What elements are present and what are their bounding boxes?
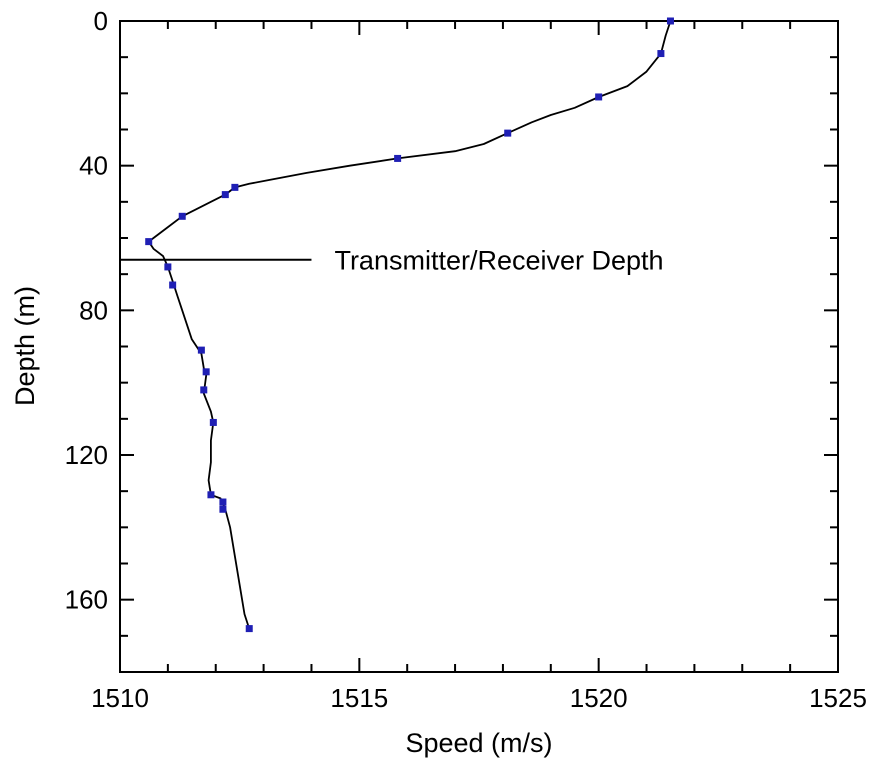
plot-frame bbox=[119, 20, 839, 673]
data-point-marker bbox=[394, 154, 402, 162]
x-tick-label: 1510 bbox=[91, 683, 149, 713]
speed-profile-line bbox=[147, 20, 672, 629]
data-point-marker bbox=[231, 183, 239, 191]
data-point-marker bbox=[657, 50, 665, 58]
x-tick-label: 1520 bbox=[570, 683, 628, 713]
x-axis-title: Speed (m/s) bbox=[405, 728, 552, 758]
data-point-marker bbox=[219, 505, 227, 513]
y-tick-labels: 0 40 80 120 160 bbox=[65, 6, 108, 615]
data-point-marker bbox=[209, 418, 217, 426]
transmitter-receiver-depth-label: Transmitter/Receiver Depth bbox=[334, 246, 663, 276]
data-point-marker bbox=[504, 129, 512, 137]
data-point-marker bbox=[145, 238, 153, 246]
annotation-layer: Transmitter/Receiver Depth bbox=[120, 246, 664, 276]
data-point-marker bbox=[164, 263, 172, 271]
y-tick-label: 160 bbox=[65, 585, 108, 615]
data-point-marker bbox=[178, 212, 186, 220]
data-point-marker bbox=[666, 17, 674, 25]
axis-ticks bbox=[119, 20, 839, 673]
y-axis-title: Depth (m) bbox=[10, 286, 40, 406]
data-point-marker bbox=[595, 93, 603, 101]
data-point-marker bbox=[221, 191, 229, 199]
x-tick-labels: 1510 1515 1520 1525 bbox=[91, 683, 867, 713]
data-point-marker bbox=[245, 625, 253, 633]
x-tick-label: 1525 bbox=[809, 683, 867, 713]
y-tick-label: 80 bbox=[79, 295, 108, 325]
data-point-marker bbox=[197, 346, 205, 354]
y-tick-label: 120 bbox=[65, 440, 108, 470]
data-point-marker bbox=[219, 498, 227, 506]
x-tick-label: 1515 bbox=[330, 683, 388, 713]
data-point-marker bbox=[202, 368, 210, 376]
data-point-marker bbox=[200, 386, 208, 394]
marker-layer bbox=[145, 17, 674, 633]
y-tick-label: 40 bbox=[79, 151, 108, 181]
series-layer bbox=[147, 20, 672, 629]
data-point-marker bbox=[169, 281, 177, 289]
data-point-marker bbox=[207, 491, 215, 499]
y-tick-label: 0 bbox=[94, 6, 108, 36]
